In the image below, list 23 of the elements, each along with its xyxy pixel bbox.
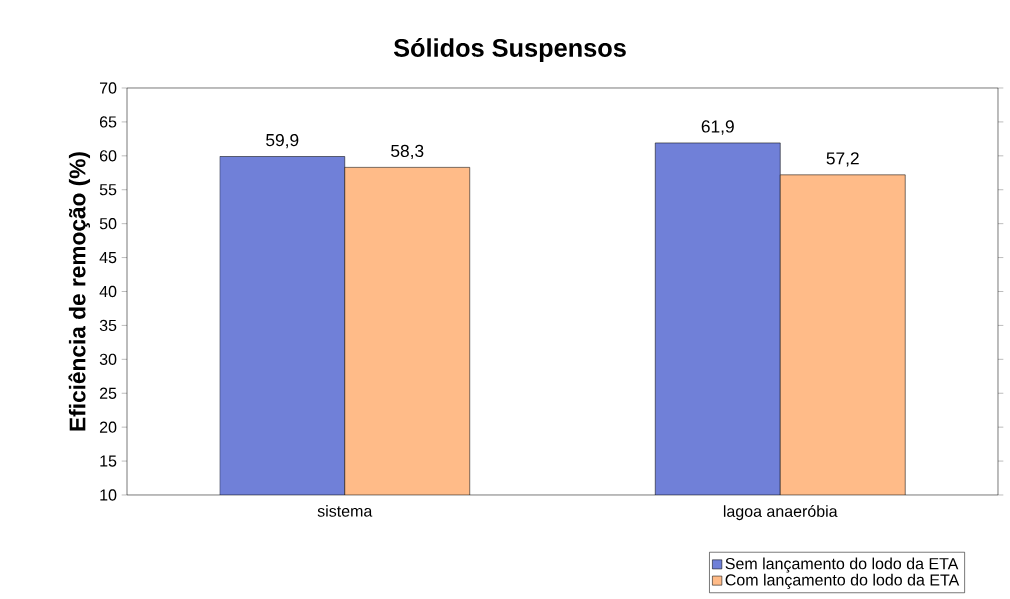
y-tick-label: 35 bbox=[99, 319, 117, 332]
legend-label: Sem lançamento do lodo da ETA bbox=[725, 557, 959, 573]
y-tick-label: 30 bbox=[99, 353, 117, 365]
data-label: 57,2 bbox=[826, 152, 859, 167]
y-tick-label: 20 bbox=[99, 421, 117, 433]
y-tick-label: 55 bbox=[99, 184, 117, 196]
y-tick-label: 25 bbox=[99, 387, 117, 399]
y-tick-label: 10 bbox=[100, 489, 117, 501]
data-label: 59,9 bbox=[266, 133, 299, 149]
y-tick-label: 70 bbox=[99, 82, 117, 94]
y-tick-label: 50 bbox=[99, 218, 117, 230]
data-label: 61,9 bbox=[701, 120, 734, 135]
y-axis-title: Eficiência de remoção (%) bbox=[68, 152, 91, 431]
legend-label: Com lançamento do lodo da ETA bbox=[725, 573, 960, 589]
y-tick-label: 40 bbox=[99, 285, 117, 298]
x-tick-label: lagoa anaeróbia bbox=[723, 505, 838, 521]
y-tick-label: 15 bbox=[100, 455, 117, 467]
data-label: 58,3 bbox=[391, 144, 424, 160]
x-tick-label: sistema bbox=[317, 505, 373, 517]
y-tick-label: 60 bbox=[99, 150, 117, 162]
y-tick-label: 45 bbox=[99, 252, 117, 264]
y-tick-label: 65 bbox=[99, 116, 117, 128]
chart-title: Sólidos Suspensos bbox=[393, 38, 626, 62]
